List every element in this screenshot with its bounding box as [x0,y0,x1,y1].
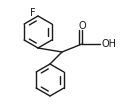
Text: F: F [30,8,36,18]
Text: OH: OH [102,39,117,49]
Text: O: O [78,21,86,31]
